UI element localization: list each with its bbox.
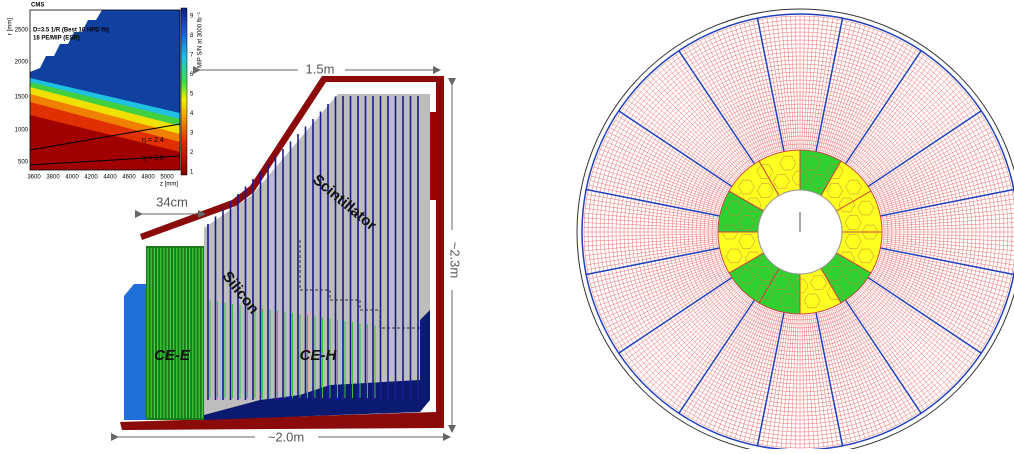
y-tick-label: 1500 — [15, 95, 29, 101]
dimension-label: ~2.3m — [448, 242, 463, 279]
colorbar-label: MIP S/N at 3000 fb⁻¹ — [198, 12, 204, 68]
colorbar-tick-label: 3 — [190, 131, 194, 137]
colorbar-tick-label: 2 — [190, 150, 194, 156]
eta-label: η = 3.0 — [142, 155, 164, 162]
dimension-label: 34cm — [156, 194, 188, 209]
eta-label: η = 2.4 — [142, 137, 164, 144]
region-label: CE-H — [300, 347, 338, 364]
colorbar-tick-label: 7 — [190, 53, 194, 59]
y-tick-label: 1000 — [15, 128, 29, 134]
x-tick-label: 3800 — [46, 175, 60, 181]
colorbar-tick-label: 6 — [190, 72, 194, 78]
region-label: CE-E — [154, 347, 191, 364]
y-tick-label: 2000 — [15, 60, 29, 66]
front-absorber — [124, 284, 146, 420]
x-tick-label: 4800 — [141, 175, 155, 181]
x-tick-label: 4600 — [122, 175, 136, 181]
fit-label: D=3.5 1/R (Best 10 HPD fit) — [33, 28, 109, 34]
layer-disk — [577, 9, 1014, 449]
x-axis-label: z [mm] — [160, 182, 178, 188]
x-tick-label: 5000 — [160, 175, 174, 181]
dimension-label: 1.5m — [306, 61, 335, 76]
inset-plot: CMS D=3.5 1/R (Best 10 HPD fit) 18 PE/MI… — [8, 3, 204, 188]
dimension-label: ~2.0m — [268, 429, 305, 444]
x-tick-label: 4000 — [65, 175, 79, 181]
x-tick-label: 3600 — [27, 175, 41, 181]
x-tick-label: 4400 — [103, 175, 117, 181]
colorbar-tick-label: 4 — [190, 111, 194, 117]
page: CMS D=3.5 1/R (Best 10 HPD fit) 18 PE/MI… — [0, 0, 1014, 449]
colorbar-tick-label: 8 — [190, 33, 194, 39]
colorbar-tick-label: 9 — [190, 14, 194, 20]
x-tick-label: 4200 — [84, 175, 98, 181]
experiment-label: CMS — [31, 3, 44, 9]
y-axis-label: r [mm] — [8, 18, 14, 35]
colorbar — [181, 8, 187, 175]
colorbar-tick-label: 1 — [190, 170, 194, 176]
pe-label: 18 PE/MIP (ESR) — [33, 36, 80, 42]
y-tick-label: 2500 — [15, 28, 29, 34]
y-tick-label: 500 — [18, 160, 29, 166]
colorbar-tick-label: 5 — [190, 92, 194, 98]
